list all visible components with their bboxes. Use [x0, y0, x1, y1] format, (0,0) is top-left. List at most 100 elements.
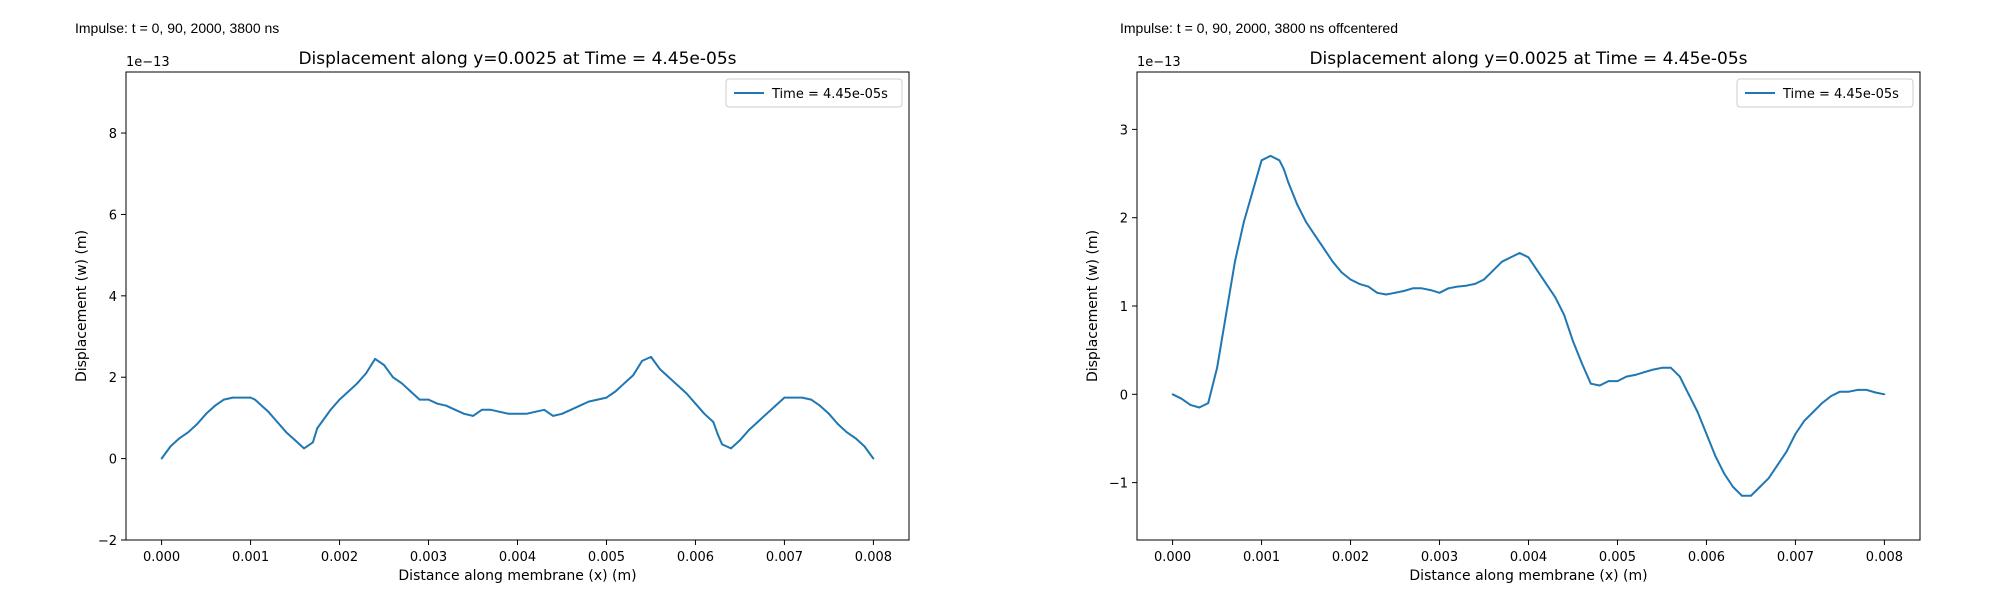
data-point [320, 421, 323, 423]
y-tick-label: 6 [109, 208, 117, 223]
data-point [267, 410, 270, 413]
data-point [1385, 293, 1387, 296]
data-point [240, 396, 243, 399]
legend-box [725, 78, 903, 108]
data-point [1714, 455, 1717, 457]
y-tick-label: −1 [1109, 477, 1128, 492]
x-tick-label: 0.007 [1777, 550, 1814, 565]
x-tick-label: 0.002 [1332, 550, 1369, 565]
series-line [1172, 154, 1885, 497]
data-point [1278, 159, 1281, 162]
data-point [1839, 390, 1841, 393]
chart-left: 0.000 0.001 0.002 0.003 0.004 0.005 0.006 0.007… [74, 49, 910, 584]
data-point [659, 368, 661, 370]
data-point [1483, 278, 1485, 281]
x-tick-label: 0.004 [1510, 550, 1547, 565]
data-point [1234, 260, 1236, 263]
data-point [1242, 221, 1245, 224]
data-point [676, 384, 679, 387]
data-point [400, 382, 403, 385]
data-point [1554, 296, 1557, 299]
data-point [516, 412, 519, 415]
data-point [214, 404, 216, 407]
data-point [1812, 411, 1815, 413]
data-point [347, 390, 350, 393]
chart-right: 0.000 0.001 0.002 0.003 0.004 0.005 0.006 0.007… [1085, 49, 1921, 584]
x-tick-label: 0.000 [1154, 550, 1191, 565]
data-point [1723, 472, 1726, 475]
y-tick-label: 8 [109, 127, 117, 142]
x-tick-label: 0.005 [1599, 550, 1636, 565]
data-point [1589, 382, 1592, 385]
y-offset-label: 1e−13 [126, 55, 170, 70]
data-point [1750, 494, 1752, 497]
y-tick-label: 0 [109, 453, 117, 468]
y-tick-label: 1 [1120, 300, 1128, 315]
data-point [489, 408, 492, 411]
data-point [1349, 278, 1352, 281]
data-point [623, 382, 626, 385]
data-point [1367, 285, 1370, 288]
y-offset-label: 1e−13 [1137, 55, 1181, 70]
data-point [534, 410, 537, 413]
series-line [160, 355, 875, 460]
data-point [828, 412, 830, 415]
x-tick-label: 0.001 [1243, 550, 1280, 565]
series-points [1171, 155, 1886, 497]
data-point [1634, 374, 1637, 376]
data-point [1776, 464, 1779, 466]
data-point [1358, 283, 1361, 285]
data-point [187, 431, 190, 434]
x-tick-label: 0.006 [677, 550, 714, 565]
data-point [1536, 269, 1539, 272]
data-point [543, 408, 546, 411]
data-point [747, 429, 750, 431]
data-point [1527, 256, 1530, 259]
legend-label: Time = 4.45e-05s [1782, 87, 1899, 102]
data-point [1305, 221, 1307, 224]
data-point [1643, 371, 1646, 374]
x-tick-label: 0.006 [1688, 550, 1725, 565]
x-tick-label: 0.000 [143, 550, 180, 565]
data-point [1847, 390, 1850, 393]
data-point [1678, 375, 1681, 378]
data-point [587, 400, 590, 403]
data-point [1198, 406, 1201, 409]
x-tick-label: 0.003 [1421, 550, 1458, 565]
data-point [1670, 366, 1672, 369]
data-point [667, 376, 670, 379]
data-point [1758, 486, 1761, 488]
data-point [1296, 203, 1299, 206]
chart-title: Displacement along y=0.0025 at Time = 4.… [1309, 49, 1747, 69]
data-point [356, 382, 359, 385]
data-point [205, 412, 208, 415]
x-tick-label: 0.003 [410, 550, 447, 565]
data-point [1420, 287, 1423, 290]
data-point [294, 439, 296, 442]
data-point [845, 431, 848, 434]
data-point [641, 360, 643, 362]
data-point [1282, 168, 1285, 171]
legend: Time = 4.45e-05s [725, 78, 903, 108]
data-point [1652, 368, 1654, 371]
data-point [1794, 433, 1797, 435]
data-point [276, 421, 279, 423]
data-point [445, 404, 448, 407]
data-point [472, 415, 474, 417]
data-point [810, 398, 812, 401]
data-point [498, 410, 501, 413]
data-point [716, 433, 719, 436]
data-point [1856, 389, 1859, 391]
data-point [1429, 289, 1432, 291]
data-point [254, 398, 256, 401]
data-point [507, 412, 510, 415]
data-point [1625, 375, 1628, 378]
data-point [1500, 260, 1503, 263]
data-point [561, 412, 563, 415]
data-point [1732, 486, 1734, 488]
data-point [463, 412, 465, 415]
data-point [196, 423, 199, 425]
axes-frame [125, 71, 910, 541]
data-point [605, 396, 608, 399]
chart-title: Displacement along y=0.0025 at Time = 4.… [298, 49, 736, 69]
